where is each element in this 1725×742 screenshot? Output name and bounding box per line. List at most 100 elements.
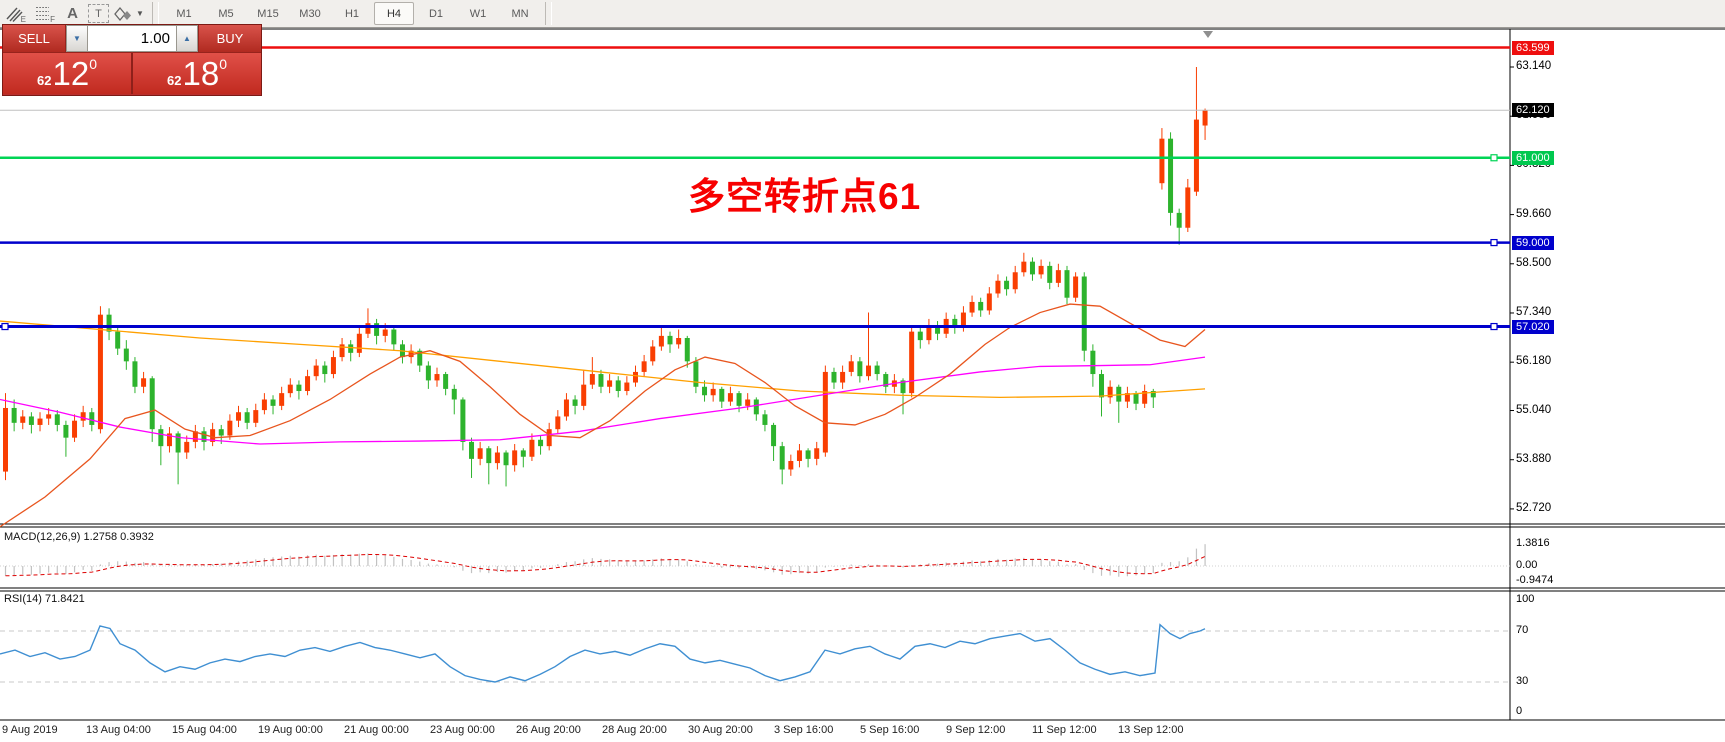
sell-price-sup: 0 [89,56,97,72]
candle-body [46,414,52,419]
price-tick-label: 59.660 [1516,207,1552,220]
candle-body [866,365,871,377]
buy-button[interactable]: BUY [198,25,261,52]
timeframe-button-M1[interactable]: M1 [176,7,192,20]
candle-body [97,314,103,430]
time-axis-label: 19 Aug 00:00 [258,724,323,736]
candle-body [37,418,43,425]
candle-body [486,448,492,464]
volume-increase-button[interactable]: ▲ [176,25,198,52]
chevron-down-icon: ▼ [136,9,144,18]
ma-line-magenta [0,356,1206,445]
timeframe-button-W1[interactable]: W1 [469,7,487,20]
time-axis-label: 11 Sep 12:00 [1032,724,1097,736]
candle-body [1099,374,1105,398]
buy-price-sup: 0 [219,56,227,72]
volume-input[interactable] [88,25,176,52]
timeframe-button-MN[interactable]: MN [511,7,529,20]
rsi-indicator-label: RSI(14) 71.8421 [4,593,85,605]
candle-body [788,460,794,470]
candle-body [771,424,777,447]
rsi-axis-label: 70 [1516,624,1529,636]
candle-body [529,439,535,457]
candle-body [184,441,190,453]
rsi-axis-label: 0 [1516,705,1523,717]
hline-handle[interactable] [1,322,9,331]
timeframe-button-H1[interactable]: H1 [344,7,360,20]
time-axis-label: 9 Aug 2019 [2,724,58,736]
price-tick-label: 55.040 [1516,403,1552,416]
price-tick-label: 58.500 [1516,256,1552,269]
text-tool-icon[interactable]: A [67,5,78,22]
candle-body [123,348,129,362]
candle-body [270,399,276,406]
price-tick-label: 57.340 [1516,305,1552,318]
candle-body [632,371,638,383]
candle-body [1047,265,1053,283]
sell-price-tile[interactable]: 62 12 0 [3,53,133,94]
time-axis-label: 13 Aug 04:00 [86,724,151,736]
candle-body [382,329,388,336]
candle-body [917,331,923,341]
hline-handle[interactable] [1490,238,1498,247]
chart-annotation-text: 多空转折点61 [688,176,922,217]
candle-body [28,416,34,425]
candle-body [1004,280,1010,290]
candle-body [1150,391,1156,398]
volume-decrease-button[interactable]: ▼ [66,25,88,52]
timeframe-button-M30[interactable]: M30 [299,7,321,20]
price-tick-label: 53.880 [1516,452,1552,465]
candle-body [727,393,733,402]
fibonacci-grid-icon[interactable]: F [30,2,57,25]
rsi-line [0,623,1206,683]
candle-body [348,344,354,353]
candle-body [1193,119,1199,192]
candle-body [1064,270,1070,298]
time-axis-label: 28 Aug 20:00 [602,724,667,736]
candle-body [874,365,880,375]
candle-body [960,312,966,328]
candle-body [63,424,69,438]
time-axis-label: 26 Aug 20:00 [516,724,581,736]
candle-body [3,407,8,472]
hline-handle[interactable] [1490,322,1498,331]
candle-body [236,412,242,421]
hline-handle[interactable] [1490,154,1498,162]
candle-body [1159,138,1165,184]
candle-body [1055,270,1061,283]
candle-body [814,448,820,459]
shapes-icon[interactable]: ▼ [111,2,147,25]
candle-body [546,429,552,447]
sell-button[interactable]: SELL [3,25,66,52]
candle-body [805,450,811,459]
candle-body [106,314,112,332]
candle-body [1090,350,1096,375]
ma-line-red [0,303,1206,528]
candle-body [72,420,78,438]
candle-body [322,365,328,375]
timeframe-button-M15[interactable]: M15 [257,7,279,20]
candle-body [80,412,86,421]
candle-body [909,331,915,394]
timeframe-button-M5[interactable]: M5 [218,7,234,20]
equidistant-channel-icon[interactable]: E [1,2,28,25]
candle-body [1038,265,1044,275]
chart-area[interactable]: ▲ USOil,H4 61.760 62.160 61.420 62.120 多… [0,28,1725,742]
candle-body [356,333,362,353]
candle-body [555,416,561,430]
candle-body [693,361,699,387]
candle-body [11,407,17,423]
scroll-position-marker[interactable] [1203,31,1213,38]
timeframe-button-D1[interactable]: D1 [428,7,444,20]
candle-body [1021,261,1027,273]
candle-body [615,380,621,392]
buy-price-tile[interactable]: 62 18 0 [133,53,261,94]
text-label-tool-icon[interactable]: T [88,4,109,23]
candle-body [391,329,397,345]
candle-body [330,357,336,375]
timeframe-button-H4[interactable]: H4 [374,2,414,25]
candle-body [192,431,198,442]
candle-body [848,361,854,372]
